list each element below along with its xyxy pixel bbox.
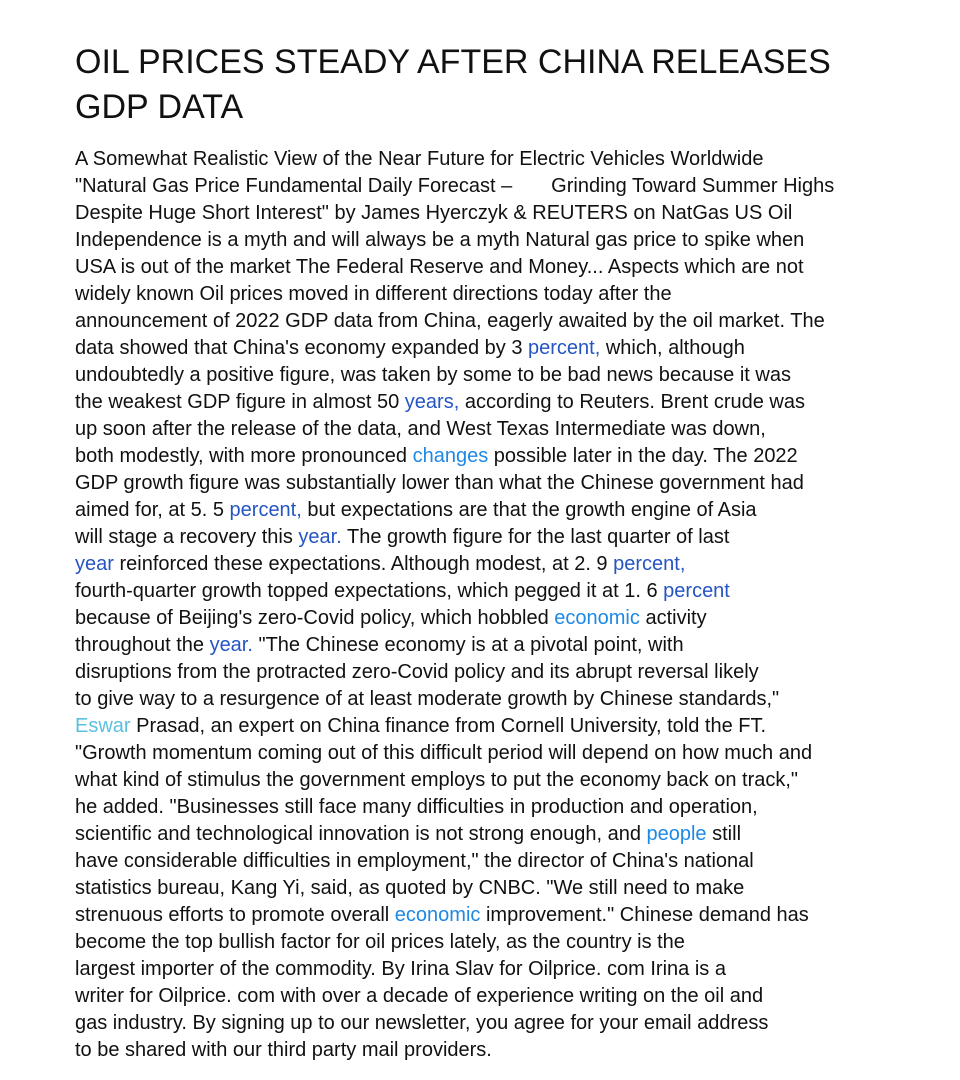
body-text-segment: which, although — [600, 337, 745, 359]
body-text-segment: become the top bullish factor for oil pr… — [75, 931, 685, 953]
body-text-segment: announcement of 2022 GDP data from China… — [75, 310, 825, 332]
inline-link[interactable]: changes — [412, 445, 489, 467]
body-text-segment: to give way to a resurgence of at least … — [75, 688, 780, 710]
inline-link[interactable]: percent, — [613, 553, 686, 575]
body-text-segment: throughout the — [75, 634, 210, 656]
body-text-segment: fourth-quarter growth topped expectation… — [75, 580, 664, 602]
body-line: Despite Huge Short Interest" by James Hy… — [75, 200, 905, 227]
body-text-segment: GDP growth figure was substantially lowe… — [75, 472, 804, 494]
body-text-segment: disruptions from the protracted zero-Cov… — [75, 661, 759, 683]
body-text-segment: data showed that China's economy expande… — [75, 337, 529, 359]
inline-link[interactable]: percent, — [229, 499, 302, 521]
body-line: Eswar Prasad, an expert on China finance… — [75, 713, 905, 740]
body-line: year reinforced these expectations. Alth… — [75, 551, 905, 578]
body-line: up soon after the release of the data, a… — [75, 416, 905, 443]
body-line: widely known Oil prices moved in differe… — [75, 281, 905, 308]
inline-link[interactable]: year — [75, 553, 114, 575]
body-text-segment: to be shared with our third party mail p… — [75, 1039, 492, 1061]
body-line: have considerable difficulties in employ… — [75, 848, 905, 875]
body-text-segment: Independence is a myth and will always b… — [75, 229, 805, 251]
body-line: what kind of stimulus the government emp… — [75, 767, 905, 794]
body-text-segment: reinforced these expectations. Although … — [113, 553, 614, 575]
body-text-segment: "Natural Gas Price Fundamental Daily For… — [75, 175, 835, 197]
body-text-segment: statistics bureau, Kang Yi, said, as quo… — [75, 877, 745, 899]
body-line: data showed that China's economy expande… — [75, 335, 905, 362]
body-text-segment: Despite Huge Short Interest" by James Hy… — [75, 202, 793, 224]
body-line: fourth-quarter growth topped expectation… — [75, 578, 905, 605]
inline-link[interactable]: year. — [209, 634, 253, 656]
body-line: gas industry. By signing up to our newsl… — [75, 1010, 905, 1037]
body-line: "Natural Gas Price Fundamental Daily For… — [75, 173, 905, 200]
title-line: GDP DATA — [75, 88, 244, 126]
inline-link[interactable]: years, — [404, 391, 460, 413]
body-text-segment: he added. "Businesses still face many di… — [75, 796, 758, 818]
body-line: statistics bureau, Kang Yi, said, as quo… — [75, 875, 905, 902]
body-line: both modestly, with more pronounced chan… — [75, 443, 905, 470]
article: OIL PRICES STEADY AFTER CHINA RELEASES G… — [75, 40, 905, 1064]
body-text-segment: The growth figure for the last quarter o… — [341, 526, 730, 548]
body-text-segment: strenuous efforts to promote overall — [75, 904, 395, 926]
body-line: throughout the year. "The Chinese econom… — [75, 632, 905, 659]
inline-link[interactable]: Eswar — [75, 715, 131, 737]
body-text-segment: because of Beijing's zero-Covid policy, … — [75, 607, 555, 629]
title-line: OIL PRICES STEADY AFTER CHINA RELEASES — [75, 43, 831, 81]
inline-link[interactable]: percent — [663, 580, 730, 602]
body-text-segment: what kind of stimulus the government emp… — [75, 769, 799, 791]
body-text-segment: possible later in the day. The 2022 — [488, 445, 798, 467]
body-text-segment: activity — [639, 607, 707, 629]
body-text-segment: widely known Oil prices moved in differe… — [75, 283, 672, 305]
body-text-segment: have considerable difficulties in employ… — [75, 850, 754, 872]
body-text-segment: scientific and technological innovation … — [75, 823, 647, 845]
inline-link[interactable]: economic — [394, 904, 481, 926]
body-line: GDP growth figure was substantially lowe… — [75, 470, 905, 497]
body-text-segment: improvement." Chinese demand has — [480, 904, 809, 926]
body-text-segment: A Somewhat Realistic View of the Near Fu… — [75, 148, 764, 170]
body-line: will stage a recovery this year. The gro… — [75, 524, 905, 551]
body-line: writer for Oilprice. com with over a dec… — [75, 983, 905, 1010]
body-text-segment: undoubtedly a positive figure, was taken… — [75, 364, 791, 386]
inline-link[interactable]: percent, — [528, 337, 601, 359]
body-text-segment: up soon after the release of the data, a… — [75, 418, 766, 440]
body-text-segment: writer for Oilprice. com with over a dec… — [75, 985, 764, 1007]
body-line: undoubtedly a positive figure, was taken… — [75, 362, 905, 389]
article-title: OIL PRICES STEADY AFTER CHINA RELEASES G… — [75, 40, 905, 130]
article-body: A Somewhat Realistic View of the Near Fu… — [75, 146, 905, 1064]
body-line: USA is out of the market The Federal Res… — [75, 254, 905, 281]
body-line: largest importer of the commodity. By Ir… — [75, 956, 905, 983]
body-line: because of Beijing's zero-Covid policy, … — [75, 605, 905, 632]
body-line: to be shared with our third party mail p… — [75, 1037, 905, 1064]
body-text-segment: USA is out of the market The Federal Res… — [75, 256, 804, 278]
body-line: become the top bullish factor for oil pr… — [75, 929, 905, 956]
body-line: he added. "Businesses still face many di… — [75, 794, 905, 821]
body-line: announcement of 2022 GDP data from China… — [75, 308, 905, 335]
body-line: to give way to a resurgence of at least … — [75, 686, 905, 713]
body-text-segment: largest importer of the commodity. By Ir… — [75, 958, 726, 980]
body-text-segment: according to Reuters. Brent crude was — [459, 391, 805, 413]
body-text-segment: but expectations are that the growth eng… — [301, 499, 757, 521]
body-line: the weakest GDP figure in almost 50 year… — [75, 389, 905, 416]
body-text-segment: both modestly, with more pronounced — [75, 445, 413, 467]
body-line: disruptions from the protracted zero-Cov… — [75, 659, 905, 686]
body-text-segment: "The Chinese economy is at a pivotal poi… — [252, 634, 684, 656]
body-text-segment: will stage a recovery this — [75, 526, 299, 548]
body-line: strenuous efforts to promote overall eco… — [75, 902, 905, 929]
inline-link[interactable]: economic — [554, 607, 640, 629]
inline-link[interactable]: people — [646, 823, 707, 845]
body-text-segment: still — [706, 823, 742, 845]
body-line: A Somewhat Realistic View of the Near Fu… — [75, 146, 905, 173]
body-text-segment: aimed for, at 5. 5 — [75, 499, 230, 521]
body-line: aimed for, at 5. 5 percent, but expectat… — [75, 497, 905, 524]
body-text-segment: gas industry. By signing up to our newsl… — [75, 1012, 769, 1034]
body-line: Independence is a myth and will always b… — [75, 227, 905, 254]
body-text-segment: "Growth momentum coming out of this diff… — [75, 742, 813, 764]
body-line: scientific and technological innovation … — [75, 821, 905, 848]
body-text-segment: Prasad, an expert on China finance from … — [130, 715, 767, 737]
body-line: "Growth momentum coming out of this diff… — [75, 740, 905, 767]
body-text-segment: the weakest GDP figure in almost 50 — [75, 391, 405, 413]
inline-link[interactable]: year. — [298, 526, 342, 548]
